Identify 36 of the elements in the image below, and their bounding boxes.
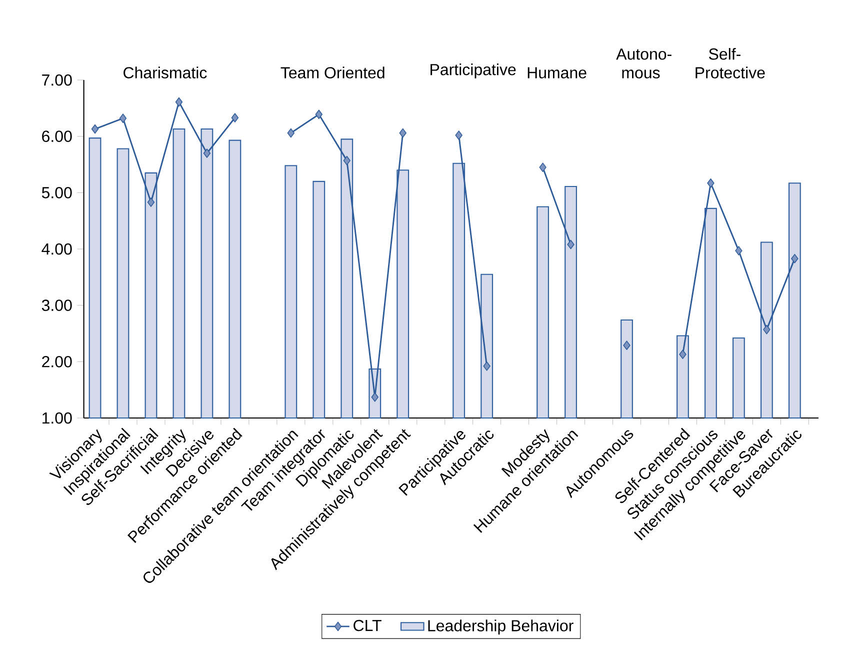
point <box>147 198 155 207</box>
point <box>175 97 183 107</box>
point <box>539 162 546 172</box>
legend-label: Leadership Behavior <box>428 620 574 635</box>
point <box>455 130 462 140</box>
point <box>623 340 630 350</box>
point <box>763 324 770 334</box>
y-tick-label: 5.00 <box>42 187 72 198</box>
text: Charismatic <box>124 66 207 78</box>
point <box>91 124 99 134</box>
point <box>343 156 350 166</box>
y-tick-label: 2.00 <box>42 356 72 368</box>
point <box>119 114 127 123</box>
point <box>791 254 798 264</box>
point <box>371 392 378 402</box>
text: Team Oriented <box>280 66 384 78</box>
point <box>231 113 239 122</box>
point <box>315 110 323 120</box>
text: Humane <box>528 67 586 78</box>
point <box>399 128 406 138</box>
text: Autono-mous <box>616 48 672 78</box>
point <box>287 128 295 138</box>
point <box>567 240 574 250</box>
point <box>707 178 714 188</box>
point <box>203 148 211 158</box>
point <box>679 350 686 360</box>
y-tick-label: 6.00 <box>42 130 72 142</box>
y-tick-label: 1.00 <box>42 412 72 424</box>
point <box>483 362 490 371</box>
y-tick-label: 7.00 <box>42 74 72 86</box>
point <box>735 246 742 256</box>
text: Participative <box>430 64 516 78</box>
y-tick-label: 4.00 <box>42 243 72 255</box>
text: Self-Protective <box>696 48 765 78</box>
y-tick-label: 3.00 <box>42 300 72 311</box>
legend-label: CLT <box>354 620 382 632</box>
